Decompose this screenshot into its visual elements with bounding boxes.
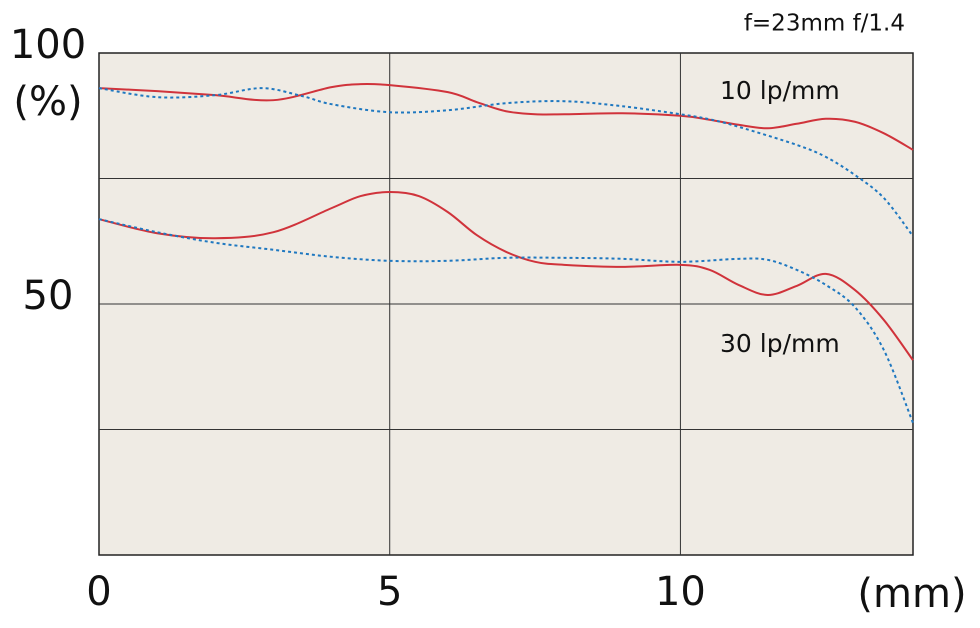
chart-title: f=23mm f/1.4 (744, 11, 905, 37)
x-tick-label: 10 (655, 569, 706, 615)
y-axis-label: (%) (13, 79, 82, 125)
y-tick-label: 50 (23, 273, 74, 319)
y-tick-label: 100 (10, 22, 86, 68)
x-tick-label: 0 (86, 569, 111, 615)
mtf-line (98, 82, 914, 151)
x-tick-label: 5 (377, 569, 402, 615)
mtf-line (98, 191, 914, 361)
annotation: 10 lp/mm (720, 76, 840, 105)
x-axis-label: (mm) (857, 571, 966, 617)
mtf-line (98, 87, 914, 237)
annotation: 30 lp/mm (720, 329, 840, 358)
